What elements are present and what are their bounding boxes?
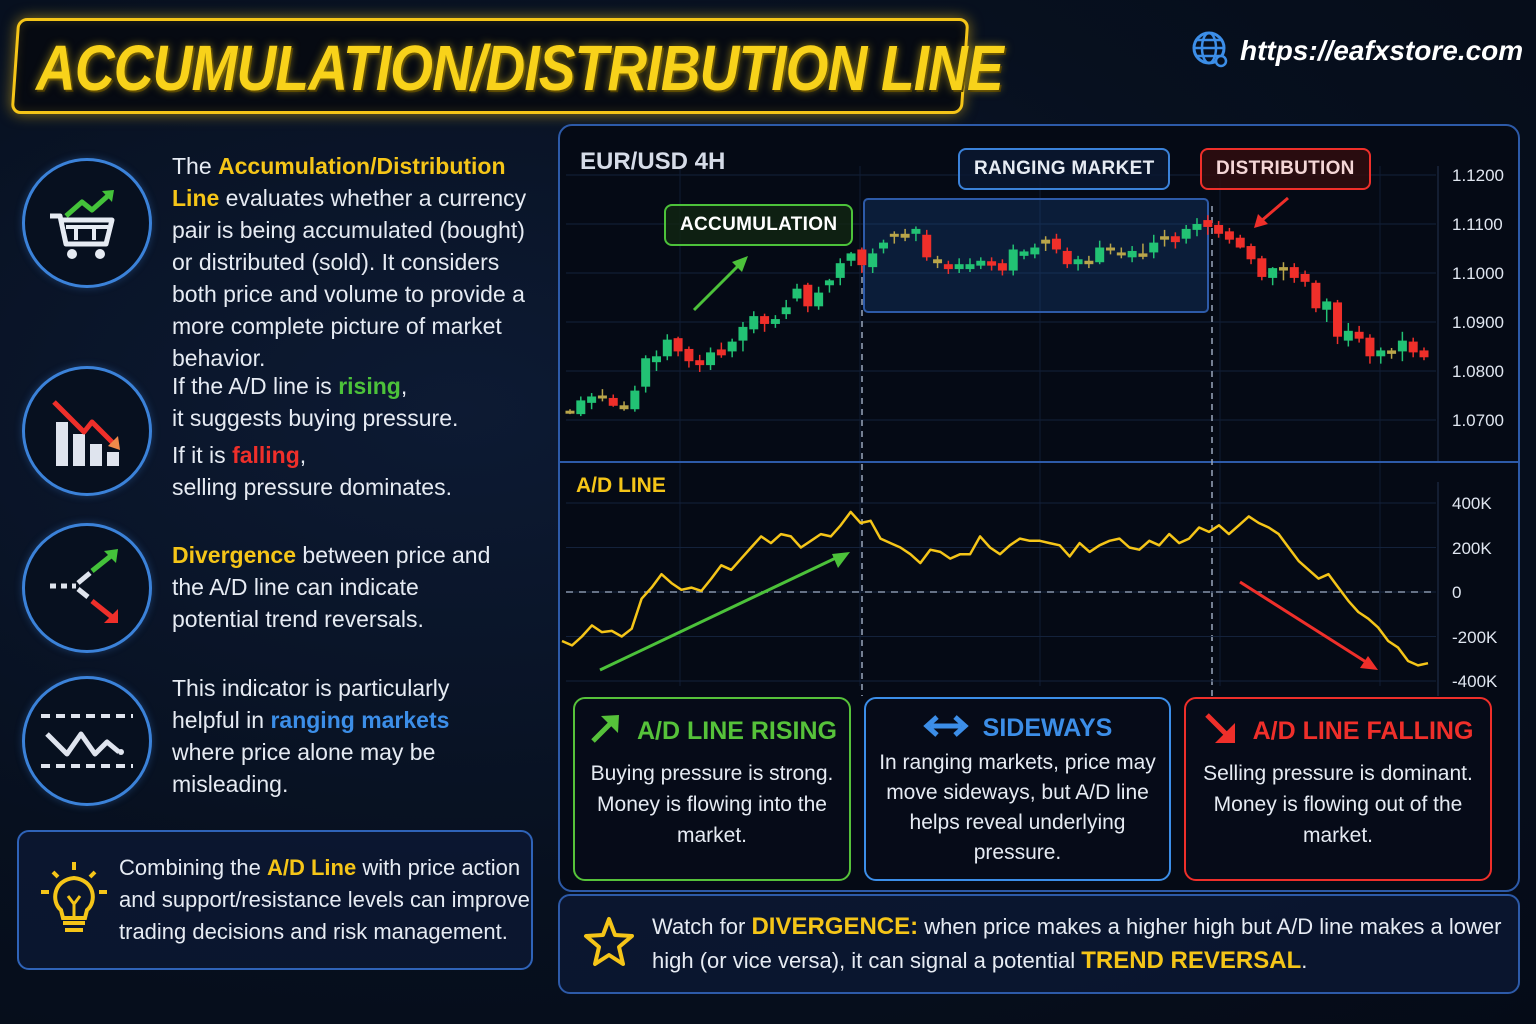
- text-post: with price action and support/resistance…: [119, 855, 530, 944]
- divergence-highlight: DIVERGENCE:: [751, 913, 919, 940]
- page-title: ACCUMULATION/DISTRIBUTION LINE: [36, 32, 1004, 104]
- distribution-label: DISTRIBUTION: [1200, 148, 1371, 190]
- ad-line-highlight: A/D Line: [266, 855, 357, 880]
- arrow-left-right-icon: [922, 711, 969, 746]
- ad-tick: -200K: [1452, 628, 1498, 647]
- card-ad-falling: A/D LINE FALLING Selling pressure is dom…: [1184, 697, 1492, 881]
- shopping-cart-trend-up-icon: [42, 176, 132, 271]
- trend-reversal-highlight: TREND REVERSAL: [1081, 947, 1302, 974]
- card-title: A/D LINE RISING: [636, 717, 837, 745]
- price-tick: 1.0800: [1452, 362, 1504, 381]
- icon-circle: [22, 158, 152, 288]
- tip-box: Combining the A/D Line with price action…: [17, 830, 533, 970]
- text-post: where price alone may be misleading.: [172, 739, 436, 797]
- info-item-rising-falling: If the A/D line is rising, it suggests b…: [22, 366, 458, 503]
- price-tick: 1.0700: [1452, 411, 1504, 430]
- card-sideways: SIDEWAYS In ranging markets, price may m…: [864, 697, 1171, 881]
- ranging-market-label: RANGING MARKET: [958, 148, 1171, 190]
- text-post: evaluates whether a currency pair is bei…: [172, 185, 527, 371]
- card-body: In ranging markets, price may move sidew…: [879, 751, 1156, 864]
- info-item-ranging: This indicator is particularly helpful i…: [22, 675, 482, 806]
- buying-pressure-text: it suggests buying pressure.: [172, 405, 459, 431]
- text-pre: If the A/D line is: [172, 373, 339, 399]
- bar-chart-trend-down-icon: [42, 384, 132, 479]
- ad-tick: 200K: [1452, 539, 1492, 558]
- arrow-up-right-icon: [587, 711, 623, 752]
- selling-pressure-text: selling pressure dominates.: [172, 474, 452, 500]
- icon-circle: [22, 676, 152, 806]
- divergence-highlight: Divergence: [172, 542, 297, 568]
- info-item-divergence: Divergence between price and the A/D lin…: [22, 523, 502, 653]
- globe-icon: [1190, 29, 1230, 74]
- text-highlight: Accumulation/Distribution Line: [172, 153, 506, 211]
- info-item-definition: The Accumulation/Distribution Line evalu…: [22, 153, 542, 374]
- website-url[interactable]: https://eafxstore.com: [1240, 35, 1524, 66]
- icon-circle: [22, 523, 152, 653]
- definition-text: The Accumulation/Distribution Line evalu…: [172, 150, 542, 374]
- text-pre: The: [172, 153, 219, 179]
- price-tick: 1.1000: [1452, 264, 1504, 283]
- chart-canvas: [560, 166, 1518, 696]
- ad-tick: 0: [1452, 583, 1462, 602]
- price-tick: 1.1200: [1452, 166, 1504, 185]
- chart-pair-title: EUR/USD 4H: [580, 148, 726, 175]
- card-body: Selling pressure is dominant. Money is f…: [1203, 762, 1473, 847]
- lightbulb-icon: [39, 858, 109, 943]
- card-title: A/D LINE FALLING: [1252, 717, 1474, 745]
- card-ad-rising: A/D LINE RISING Buying pressure is stron…: [573, 697, 851, 881]
- rising-falling-text: If the A/D line is rising, it suggests b…: [172, 370, 458, 503]
- text-pre: Combining the: [119, 855, 267, 880]
- text-post: ,: [299, 442, 307, 468]
- accumulation-label: ACCUMULATION: [664, 204, 854, 246]
- ranging-zigzag-icon: [37, 694, 137, 789]
- divergence-text: Divergence between price and the A/D lin…: [172, 539, 502, 635]
- ad-tick: -400K: [1452, 672, 1498, 691]
- card-body: Buying pressure is strong. Money is flow…: [590, 762, 834, 847]
- website-link[interactable]: https://eafxstore.com: [1190, 28, 1523, 74]
- card-title: SIDEWAYS: [982, 714, 1113, 742]
- icon-circle: [22, 366, 152, 496]
- text-mid: when price makes a higher high but A/D l…: [652, 914, 1502, 973]
- text-post: .: [1301, 948, 1308, 973]
- price-tick: 1.1100: [1452, 215, 1503, 234]
- ranging-text: This indicator is particularly helpful i…: [172, 672, 482, 800]
- divergence-note: Watch for DIVERGENCE: when price makes a…: [558, 894, 1520, 994]
- text-pre: Watch for: [652, 914, 752, 939]
- price-tick: 1.0900: [1452, 313, 1504, 332]
- ranging-highlight: ranging markets: [270, 707, 450, 733]
- ad-line-title: A/D LINE: [576, 474, 666, 497]
- text-pre: If it is: [172, 442, 233, 468]
- divergence-arrows-icon: [42, 541, 132, 636]
- divergence-text: Watch for DIVERGENCE: when price makes a…: [652, 910, 1518, 978]
- falling-highlight: falling: [232, 442, 300, 468]
- ad-tick: 400K: [1452, 494, 1492, 513]
- text-post: ,: [400, 373, 408, 399]
- star-icon: [582, 915, 636, 974]
- text-pre: This indicator is particularly helpful i…: [172, 675, 450, 733]
- arrow-down-right-icon: [1203, 711, 1239, 752]
- rising-highlight: rising: [338, 373, 401, 399]
- tip-text: Combining the A/D Line with price action…: [119, 852, 531, 948]
- text-post: between price and the A/D line can indic…: [172, 542, 491, 632]
